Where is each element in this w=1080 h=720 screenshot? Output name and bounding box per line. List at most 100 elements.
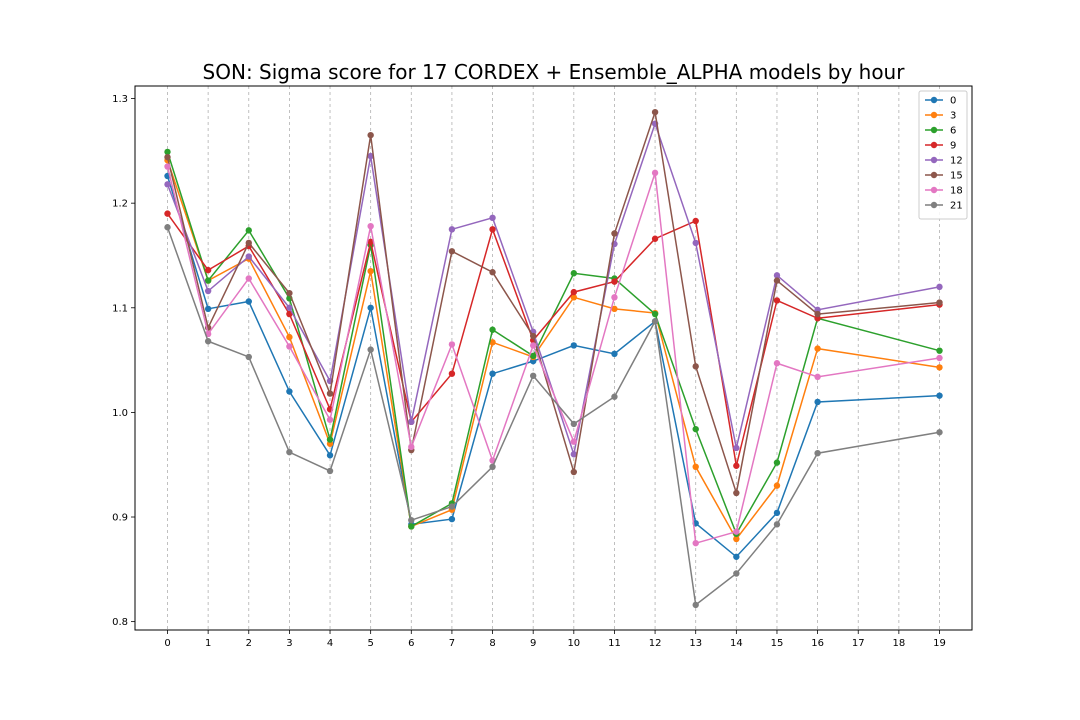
data-point <box>529 372 537 379</box>
legend-label: 15 <box>950 171 963 182</box>
legend-item: 15 <box>925 171 963 182</box>
data-point <box>489 463 496 470</box>
series-line <box>166 213 940 466</box>
data-point <box>245 239 252 247</box>
data-point <box>651 318 659 325</box>
series-line <box>166 226 940 607</box>
legend-marker <box>930 126 938 134</box>
data-point <box>773 509 781 517</box>
series-12 <box>164 120 943 458</box>
data-point <box>773 272 781 279</box>
data-point <box>489 269 496 276</box>
data-point <box>814 373 821 381</box>
series-line <box>166 175 940 558</box>
data-point <box>286 333 293 341</box>
data-point <box>204 277 212 284</box>
data-point <box>164 224 171 231</box>
data-point <box>448 226 456 233</box>
data-point <box>367 346 374 353</box>
data-point <box>936 347 943 354</box>
series-layer <box>164 108 943 609</box>
data-point <box>814 398 821 406</box>
data-point <box>286 310 293 318</box>
series-6 <box>164 148 943 537</box>
series-21 <box>164 224 943 609</box>
legend-marker <box>930 201 938 209</box>
series-15 <box>164 108 943 497</box>
y-tick-label: 0.9 <box>112 513 128 524</box>
data-point <box>529 352 537 360</box>
legend-item: 12 <box>925 156 963 167</box>
data-point <box>367 152 374 160</box>
series-3 <box>164 157 943 543</box>
data-point <box>692 539 699 547</box>
legend-item: 9 <box>925 141 956 152</box>
data-point <box>489 339 496 346</box>
data-point <box>245 253 252 260</box>
data-point <box>733 444 740 452</box>
legend-item: 3 <box>925 111 956 122</box>
data-point <box>936 392 943 399</box>
plot-frame <box>134 85 973 631</box>
legend-label: 18 <box>950 186 963 197</box>
data-point <box>611 230 618 237</box>
legend-marker <box>930 111 938 119</box>
x-tick-label: 13 <box>689 638 702 649</box>
chart-title: SON: Sigma score for 17 CORDEX + Ensembl… <box>202 60 905 84</box>
series-0 <box>164 172 943 560</box>
x-tick-label: 16 <box>811 638 824 649</box>
data-point <box>367 267 374 275</box>
data-point <box>408 443 415 451</box>
data-point <box>529 332 537 340</box>
data-point <box>286 289 293 297</box>
data-point <box>204 338 212 345</box>
data-point <box>773 360 781 367</box>
x-tick-label: 11 <box>608 638 621 649</box>
y-tick-label: 1.3 <box>112 94 128 105</box>
data-point <box>651 108 659 116</box>
data-point <box>489 214 496 222</box>
data-point <box>651 235 659 242</box>
data-point <box>570 420 578 428</box>
data-point <box>326 390 334 397</box>
data-point <box>204 305 212 313</box>
data-point <box>733 553 740 560</box>
data-point <box>489 226 496 233</box>
data-point <box>733 528 740 535</box>
x-tick-label: 1 <box>205 638 211 649</box>
legend-label: 21 <box>950 201 963 212</box>
data-point <box>692 425 699 433</box>
data-point <box>408 516 415 524</box>
legend-label: 0 <box>950 96 956 107</box>
series-line <box>166 151 940 536</box>
data-point <box>529 342 537 349</box>
data-point <box>326 452 334 459</box>
y-tick-label: 0.8 <box>112 617 128 628</box>
x-tick-label: 18 <box>892 638 905 649</box>
data-point <box>286 388 293 395</box>
data-point <box>692 239 699 247</box>
data-point <box>286 304 293 311</box>
data-point <box>245 275 252 282</box>
series-line <box>166 121 940 458</box>
y-tick-label: 1.0 <box>112 408 128 419</box>
legend-marker <box>930 156 938 164</box>
data-point <box>367 131 374 139</box>
data-point <box>286 448 293 456</box>
data-point <box>204 266 212 274</box>
data-point <box>164 181 171 188</box>
data-point <box>733 535 740 543</box>
data-point <box>326 416 334 423</box>
x-tick-label: 12 <box>649 638 662 649</box>
data-point <box>448 341 456 348</box>
data-point <box>733 462 740 469</box>
data-point <box>773 277 781 284</box>
data-point <box>814 310 821 318</box>
data-point <box>245 353 252 361</box>
x-tick-label: 7 <box>449 638 455 649</box>
x-tick-label: 0 <box>164 638 170 649</box>
series-line <box>166 111 940 494</box>
data-point <box>773 459 781 466</box>
series-line <box>166 160 940 541</box>
